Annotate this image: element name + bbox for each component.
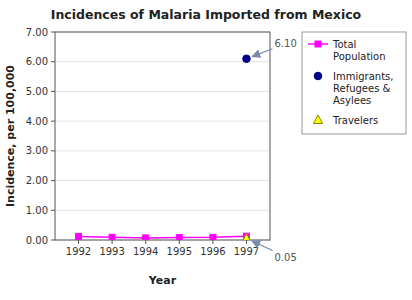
x-tick xyxy=(78,240,79,244)
y-tick-label: 6.00 xyxy=(26,56,48,67)
x-tick xyxy=(212,240,213,244)
title: Incidences of Malaria Imported from Mexi… xyxy=(51,7,362,22)
x-tick xyxy=(179,240,180,244)
legend-label-line: Population xyxy=(333,51,386,62)
data-point xyxy=(143,235,149,240)
plot-area xyxy=(55,32,270,240)
legend-label: TotalPopulation xyxy=(332,39,386,62)
legend-label-line: Refugees & xyxy=(333,83,391,94)
x-tick-label: 1992 xyxy=(66,246,91,257)
x-tick-label: 1996 xyxy=(200,246,225,257)
legend-label-line: Asylees xyxy=(333,95,371,106)
y-tick xyxy=(51,180,55,181)
grid-line xyxy=(55,180,270,181)
data-point xyxy=(243,55,251,63)
axes: 0.00 1.00 2.00 3.00 4.00 5.00 6.00 7.00 1992 1993… xyxy=(26,27,270,258)
chart: 0.00 1.00 2.00 3.00 4.00 5.00 6.00 7.00 1992 1993… xyxy=(0,0,412,300)
y-tick-label: 1.00 xyxy=(26,205,48,216)
data xyxy=(76,55,251,240)
legend-marker xyxy=(314,115,323,124)
y-tick-label: 3.00 xyxy=(26,145,48,156)
legend-label: Immigrants,Refugees &Asylees xyxy=(333,71,393,106)
data-point xyxy=(242,234,251,240)
annotation-arrow xyxy=(252,49,272,57)
legend-box xyxy=(302,32,406,134)
y-tick-label: 4.00 xyxy=(26,116,48,127)
y-tick-label: 0.00 xyxy=(26,235,48,246)
data-point xyxy=(210,234,216,240)
y-tick xyxy=(51,32,55,33)
x-tick-label: 1993 xyxy=(99,246,124,257)
legend-marker xyxy=(315,41,321,47)
y-tick-label: 2.00 xyxy=(26,175,48,186)
annotation-arrow xyxy=(252,241,273,250)
y-tick xyxy=(51,150,55,151)
data-point xyxy=(176,235,182,240)
grid-line xyxy=(55,210,270,211)
grid-line xyxy=(55,91,270,92)
x-tick-label: 1994 xyxy=(133,246,158,257)
plot-frame xyxy=(55,32,270,240)
annotation-text: 6.10 xyxy=(274,38,296,49)
x-tick xyxy=(145,240,146,244)
grid-line xyxy=(55,150,270,151)
x-tick-label: 1995 xyxy=(167,246,192,257)
annotations: 6.10 0.05 xyxy=(252,38,297,263)
data-point xyxy=(76,233,82,239)
x-axis-label: Year xyxy=(148,274,177,287)
x-tick xyxy=(246,240,247,244)
legend-label-line: Immigrants, xyxy=(333,71,393,82)
y-tick-label: 7.00 xyxy=(26,27,48,38)
legend-label-line: Total xyxy=(332,39,356,50)
grid-line xyxy=(55,61,270,62)
series-line xyxy=(79,236,247,238)
y-tick xyxy=(51,121,55,122)
y-tick xyxy=(51,210,55,211)
legend-label-line: Travelers xyxy=(332,115,378,126)
legend-marker xyxy=(314,72,322,80)
annotation-text: 0.05 xyxy=(274,252,296,263)
y-tick xyxy=(51,91,55,92)
x-tick-label: 1997 xyxy=(234,246,259,257)
y-tick xyxy=(51,240,55,241)
y-tick-label: 5.00 xyxy=(26,86,48,97)
y-tick xyxy=(51,61,55,62)
data-point xyxy=(109,234,115,240)
legend-label: Travelers xyxy=(332,115,378,126)
legend: TotalPopulation Immigrants,Refugees &Asyl… xyxy=(302,32,406,134)
grid-line xyxy=(55,121,270,122)
x-tick xyxy=(112,240,113,244)
y-axis-label: Incidence, per 100,000 xyxy=(4,65,17,207)
